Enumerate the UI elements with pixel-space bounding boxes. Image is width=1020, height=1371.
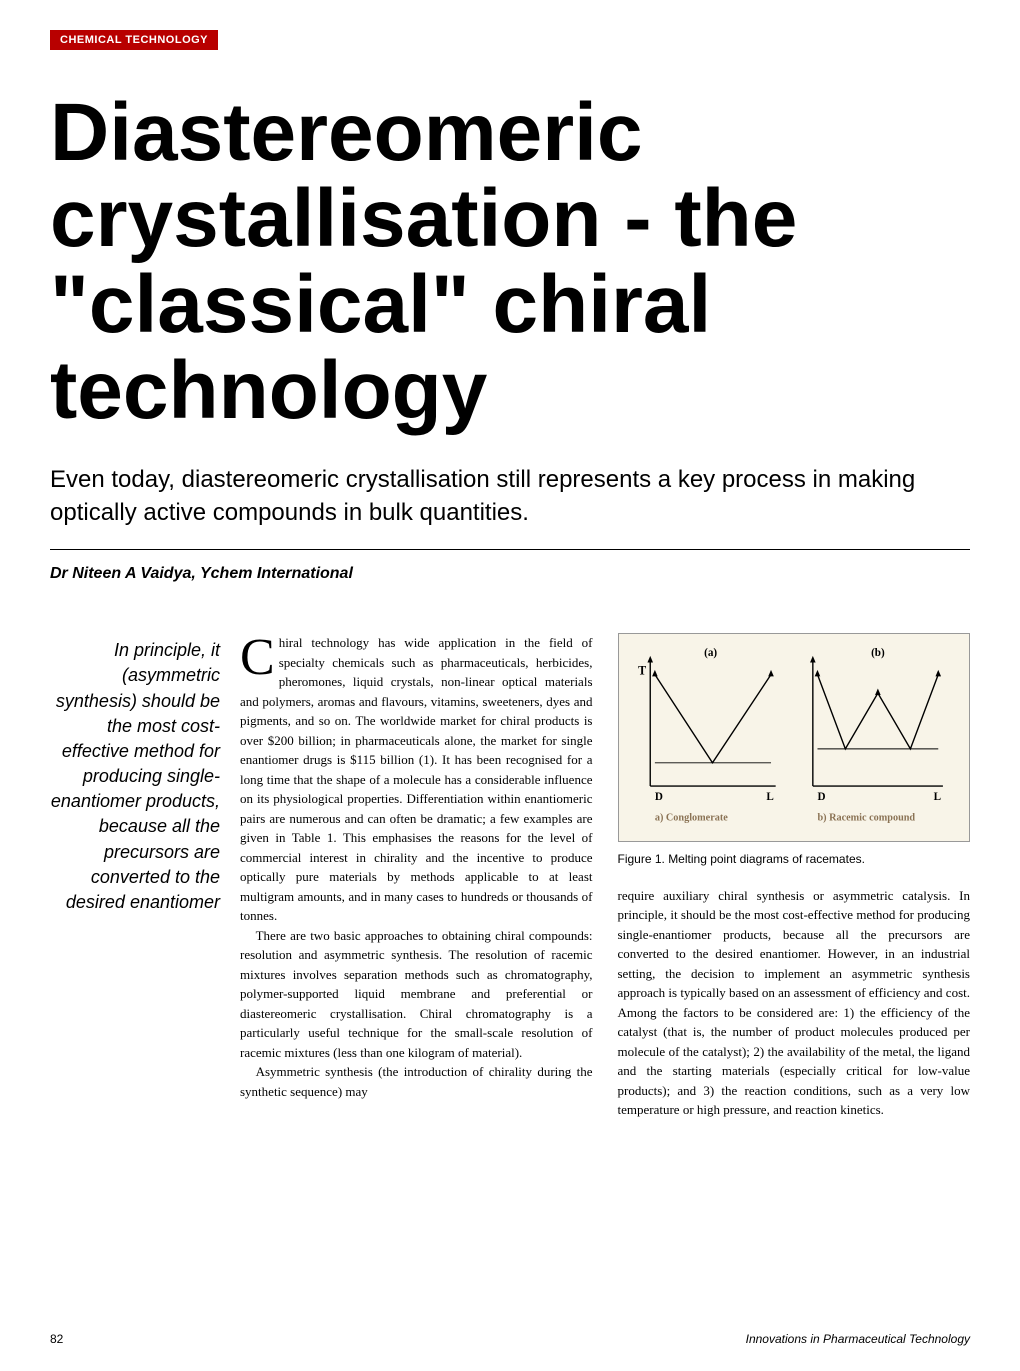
drop-cap: C xyxy=(240,633,279,680)
caption-a: a) Conglomerate xyxy=(654,813,727,824)
page-number: 82 xyxy=(50,1332,63,1346)
author-byline: Dr Niteen A Vaidya, Ychem International xyxy=(50,565,970,583)
y-axis-label: T xyxy=(638,664,646,678)
text-columns: Chiral technology has wide application i… xyxy=(240,633,970,1120)
content-area: In principle, it (asymmetric synthesis) … xyxy=(50,633,970,1120)
figure-caption: Figure 1. Melting point diagrams of race… xyxy=(618,852,971,866)
column-right-text: require auxiliary chiral synthesis or as… xyxy=(618,886,971,1120)
paragraph: There are two basic approaches to obtain… xyxy=(240,926,593,1063)
axis-label-l: L xyxy=(933,791,940,803)
panel-a-label: (a) xyxy=(704,647,717,659)
paragraph: Asymmetric synthesis (the introduction o… xyxy=(240,1062,593,1101)
article-title: Diastereomeric crystallisation - the "cl… xyxy=(50,90,970,434)
publication-name: Innovations in Pharmaceutical Technology xyxy=(746,1332,970,1346)
divider-line xyxy=(50,549,970,550)
paragraph: Chiral technology has wide application i… xyxy=(240,633,593,926)
pull-quote: In principle, it (asymmetric synthesis) … xyxy=(50,633,220,1120)
page-footer: 82 Innovations in Pharmaceutical Technol… xyxy=(50,1332,970,1346)
axis-label-d: D xyxy=(654,791,662,803)
axis-label-l: L xyxy=(766,791,773,803)
category-tag: CHEMICAL TECHNOLOGY xyxy=(50,30,218,50)
panel-b-label: (b) xyxy=(871,647,885,659)
column-right: (a) (b) T xyxy=(618,633,971,1120)
axis-label-d: D xyxy=(817,791,825,803)
paragraph: require auxiliary chiral synthesis or as… xyxy=(618,886,971,1120)
column-left: Chiral technology has wide application i… xyxy=(240,633,593,1120)
melting-point-diagram: (a) (b) T xyxy=(627,642,962,828)
article-subtitle: Even today, diastereomeric crystallisati… xyxy=(50,464,970,529)
caption-b: b) Racemic compound xyxy=(817,813,915,824)
paragraph-text: hiral technology has wide application in… xyxy=(240,635,593,923)
figure-1: (a) (b) T xyxy=(618,633,971,842)
